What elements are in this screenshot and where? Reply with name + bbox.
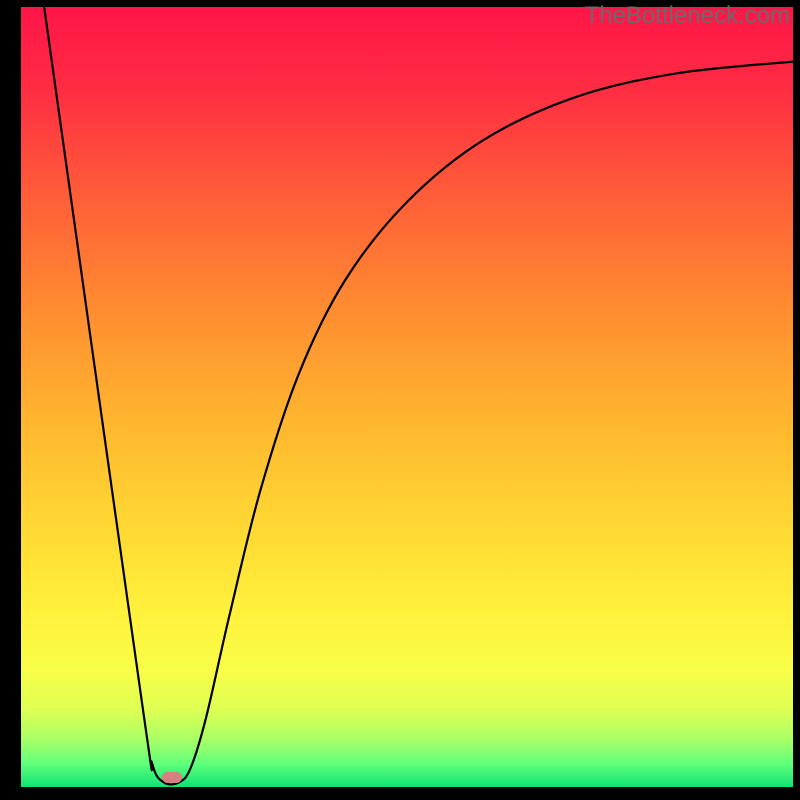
attribution-label: TheBottleneck.com: [585, 2, 790, 30]
bottleneck-marker: [162, 772, 182, 783]
bottleneck-curve: [44, 7, 793, 784]
